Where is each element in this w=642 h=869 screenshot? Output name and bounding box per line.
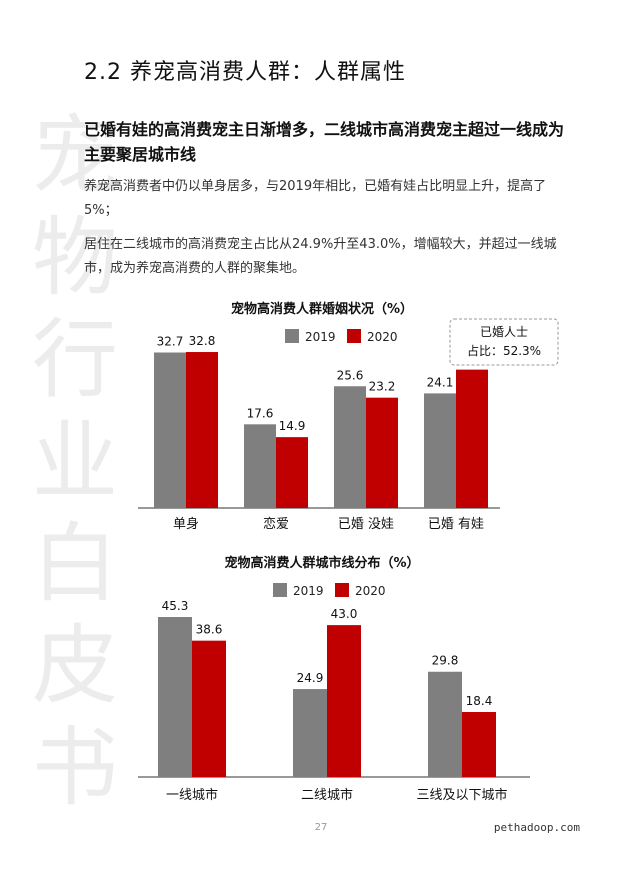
- legend-label-2019: 2019: [293, 584, 324, 598]
- site-url: pethadoop.com: [493, 821, 580, 834]
- legend-swatch-2019: [273, 583, 287, 597]
- data-label-2020-0: 38.6: [196, 623, 223, 637]
- legend-swatch-2019: [285, 329, 299, 343]
- bar-2020-1: [276, 437, 308, 508]
- bar-2019-3: [424, 393, 456, 508]
- paragraph-city: 居住在二线城市的高消费宠主占比从24.9%升至43.0%，增幅较大，并超过一线城…: [84, 237, 557, 276]
- data-label-2020-0: 32.8: [189, 334, 216, 348]
- watermark: 宠 物 行 业 白 皮 书: [20, 105, 130, 819]
- watermark-char: 皮: [32, 616, 118, 716]
- marital-status-chart: 宠物高消费人群婚姻状况（%） 2019 2020 32.7 32.8 单身 17.6 14.9…: [138, 301, 559, 532]
- section-title: 2.2 养宠高消费人群：人群属性: [84, 60, 406, 85]
- data-label-2019-1: 24.9: [297, 671, 324, 685]
- page-number: 27: [314, 822, 328, 833]
- category-label-3: 已婚 有娃: [428, 517, 484, 532]
- data-label-2019-2: 29.8: [432, 654, 459, 668]
- watermark-char: 书: [32, 718, 118, 818]
- data-label-2020-2: 18.4: [466, 694, 493, 708]
- bar-2019-0: [154, 352, 186, 508]
- bar-2019-2: [428, 671, 462, 777]
- annotation-text-1: 占比：52.3%: [467, 343, 541, 358]
- data-label-2019-3: 24.1: [427, 375, 454, 389]
- city-tier-chart: 宠物高消费人群城市线分布（%） 2019 2020 45.3 38.6 一线城市 24.9 4…: [138, 555, 530, 803]
- category-label-1: 恋爱: [263, 516, 289, 532]
- category-label-1: 二线城市: [301, 787, 353, 803]
- watermark-char: 宠: [32, 106, 118, 206]
- category-label-2: 三线及以下城市: [416, 787, 507, 803]
- bar-2020-2: [366, 397, 398, 508]
- legend-label-2020: 2020: [355, 584, 386, 598]
- bar-2019-1: [244, 424, 276, 508]
- legend-swatch-2020: [335, 583, 349, 597]
- legend-label-2019: 2019: [305, 330, 336, 344]
- chart-title: 宠物高消费人群婚姻状况（%）: [231, 301, 413, 317]
- watermark-char: 物: [32, 208, 118, 308]
- watermark-char: 业: [32, 412, 118, 512]
- paragraph-marital: 养宠高消费者中仍以单身居多，与2019年相比，已婚有娃占比明显上升，提高了5%；: [84, 179, 547, 218]
- bar-2019-0: [158, 617, 192, 777]
- data-label-2019-1: 17.6: [247, 406, 274, 420]
- data-label-2019-2: 25.6: [337, 368, 364, 382]
- data-label-2019-0: 45.3: [162, 599, 189, 613]
- bar-2020-0: [186, 352, 218, 508]
- chart-title: 宠物高消费人群城市线分布（%）: [224, 555, 419, 571]
- annotation-text-0: 已婚人士: [480, 325, 528, 339]
- legend-swatch-2020: [347, 329, 361, 343]
- category-label-0: 一线城市: [166, 787, 218, 803]
- category-label-0: 单身: [173, 516, 199, 532]
- bar-2020-3: [456, 369, 488, 508]
- headline: 已婚有娃的高消费宠主日渐增多，二线城市高消费宠主超过一线成为主要聚居城市线: [84, 120, 565, 164]
- category-label-2: 已婚 没娃: [338, 517, 394, 532]
- data-label-2020-1: 14.9: [279, 419, 306, 433]
- bar-2019-1: [293, 689, 327, 777]
- bar-2020-0: [192, 640, 226, 777]
- bar-2020-2: [462, 712, 496, 777]
- annotation-box: [449, 318, 559, 366]
- watermark-char: 白: [32, 514, 118, 614]
- data-label-2019-0: 32.7: [157, 335, 184, 349]
- watermark-char: 行: [32, 310, 118, 410]
- legend-label-2020: 2020: [367, 330, 398, 344]
- bar-2020-1: [327, 625, 361, 777]
- data-label-2020-1: 43.0: [331, 607, 358, 621]
- bar-2019-2: [334, 386, 366, 508]
- data-label-2020-2: 23.2: [369, 380, 396, 394]
